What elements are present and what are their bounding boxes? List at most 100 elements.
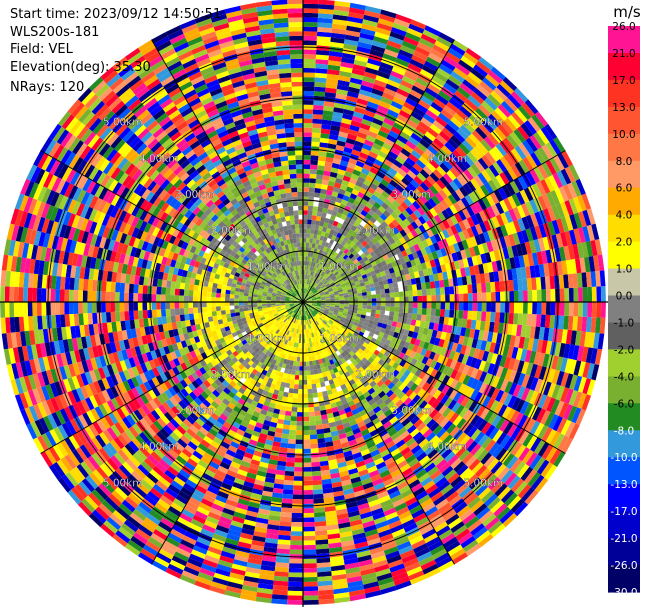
velocity-gate — [393, 207, 402, 216]
velocity-gate — [311, 132, 321, 138]
velocity-gate — [309, 182, 316, 188]
velocity-gate — [151, 309, 157, 318]
velocity-gate — [133, 302, 138, 311]
velocity-gate — [170, 281, 177, 289]
velocity-gate — [397, 135, 408, 145]
velocity-gate — [462, 284, 468, 294]
velocity-gate — [409, 166, 420, 176]
velocity-gate — [170, 315, 177, 323]
velocity-gate — [303, 214, 308, 220]
velocity-gate — [453, 112, 466, 125]
velocity-gate — [403, 144, 414, 154]
velocity-gate — [373, 190, 382, 198]
velocity-gate — [541, 162, 553, 177]
velocity-gate — [537, 195, 548, 210]
velocity-gate — [378, 231, 385, 239]
velocity-gate — [105, 312, 112, 323]
velocity-gate — [355, 240, 362, 247]
velocity-gate — [216, 310, 222, 316]
velocity-gate — [531, 114, 545, 130]
velocity-gate — [471, 283, 478, 294]
velocity-gate — [166, 315, 172, 324]
velocity-gate — [348, 299, 354, 302]
velocity-gate — [220, 310, 226, 315]
velocity-gate — [500, 224, 509, 237]
velocity-gate — [110, 291, 116, 302]
velocity-gate — [521, 216, 530, 230]
velocity-gate — [325, 276, 331, 281]
velocity-gate — [482, 262, 489, 274]
velocity-gate — [388, 222, 396, 230]
velocity-gate — [549, 275, 556, 289]
velocity-gate — [309, 292, 314, 296]
velocity-gate — [349, 261, 355, 267]
velocity-gate — [468, 192, 478, 204]
velocity-gate — [310, 293, 315, 297]
velocity-gate — [68, 289, 74, 302]
velocity-gate — [376, 262, 383, 269]
velocity-gate — [508, 208, 518, 222]
velocity-gate — [479, 273, 486, 284]
velocity-gate — [360, 285, 366, 290]
velocity-gate — [413, 243, 421, 252]
velocity-gate — [436, 265, 443, 274]
velocity-gate — [305, 288, 308, 294]
velocity-gate — [427, 145, 439, 156]
velocity-gate — [203, 317, 209, 323]
velocity-gate — [367, 209, 376, 217]
velocity-gate — [68, 302, 74, 315]
velocity-gate — [320, 284, 326, 289]
velocity-gate — [287, 3, 303, 9]
velocity-gate — [78, 290, 83, 302]
velocity-gate — [292, 109, 303, 115]
velocity-gate — [432, 182, 443, 193]
velocity-gate — [321, 272, 327, 277]
velocity-gate — [361, 288, 367, 293]
velocity-gate — [339, 203, 346, 210]
velocity-gate — [527, 253, 535, 267]
velocity-gate — [478, 123, 491, 137]
velocity-gate — [356, 286, 362, 291]
velocity-gate — [321, 299, 326, 301]
velocity-gate — [481, 154, 493, 168]
velocity-gate — [433, 242, 441, 251]
velocity-gate — [442, 229, 450, 239]
velocity-gate — [487, 93, 501, 108]
velocity-gate — [303, 63, 316, 69]
velocity-gate — [338, 218, 345, 225]
velocity-gate — [419, 169, 430, 179]
velocity-gate — [313, 290, 318, 294]
velocity-gate — [289, 49, 303, 55]
velocity-gate — [283, 118, 294, 124]
velocity-gate — [432, 168, 443, 180]
velocity-gate — [506, 246, 514, 259]
velocity-gate — [426, 219, 435, 229]
velocity-gate — [442, 271, 449, 280]
velocity-gate — [392, 122, 404, 132]
velocity-gate — [533, 132, 546, 147]
velocity-gate — [315, 293, 320, 297]
velocity-gate — [310, 224, 316, 230]
velocity-gate — [441, 127, 454, 139]
velocity-gate — [510, 148, 523, 162]
velocity-gate — [395, 239, 403, 247]
velocity-gate — [398, 286, 404, 292]
velocity-gate — [444, 141, 456, 153]
velocity-gate — [452, 39, 468, 52]
velocity-gate — [350, 272, 357, 277]
velocity-gate — [382, 92, 395, 101]
velocity-gate — [215, 306, 221, 312]
velocity-gate — [383, 283, 390, 290]
velocity-gate — [567, 273, 574, 289]
velocity-gate — [389, 203, 398, 212]
velocity-gate — [206, 306, 212, 313]
velocity-gate — [59, 302, 65, 315]
velocity-gate — [456, 160, 468, 172]
velocity-gate — [499, 156, 511, 170]
velocity-gate — [314, 272, 318, 278]
velocity-gate — [512, 232, 521, 245]
velocity-gate — [284, 183, 291, 189]
velocity-gate — [383, 158, 393, 168]
velocity-gate — [308, 290, 312, 295]
velocity-gate — [504, 97, 518, 112]
